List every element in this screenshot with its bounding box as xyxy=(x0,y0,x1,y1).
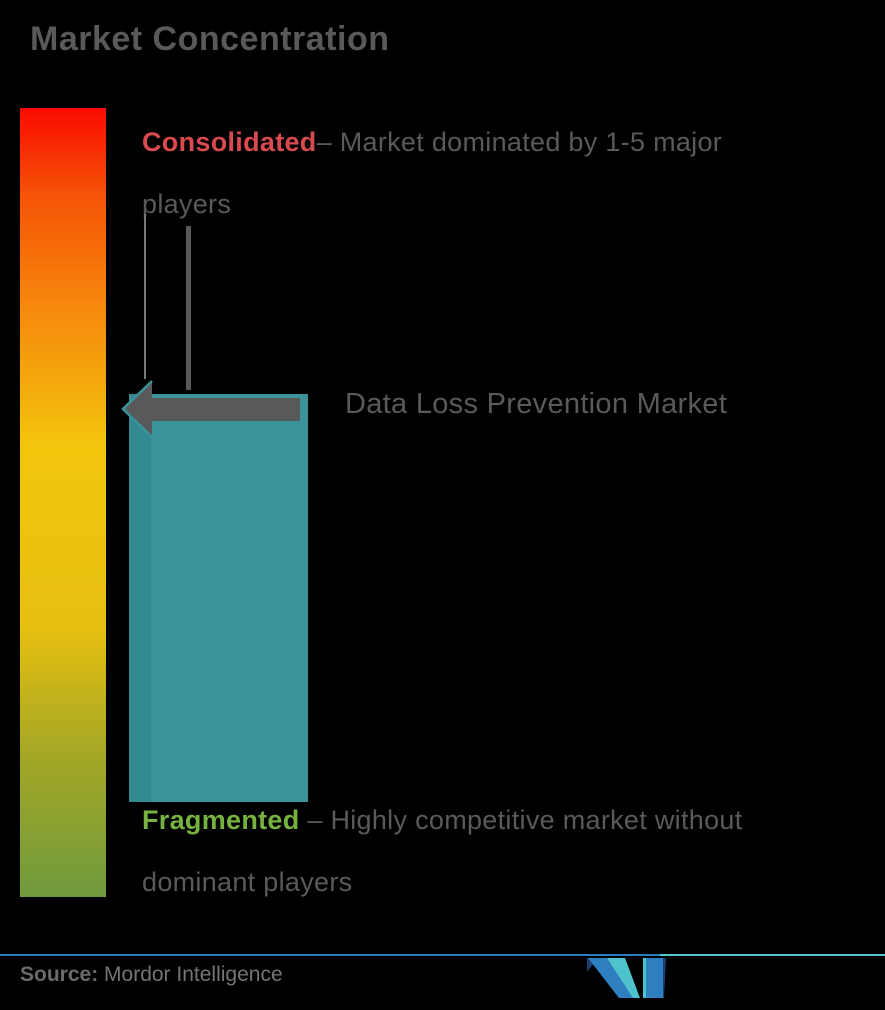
fragmented-line-2: dominant players xyxy=(142,867,353,897)
leader-line-thick xyxy=(186,226,191,390)
left-arrow-icon xyxy=(121,380,153,438)
left-arrow-tail xyxy=(148,398,300,421)
consolidated-label: Consolidated– Market dominated by 1-5 ma… xyxy=(142,111,842,235)
fragmented-term: Fragmented xyxy=(142,805,300,835)
consolidated-description-1: – Market dominated by 1-5 major xyxy=(316,127,723,157)
fragmented-description-1: – Highly competitive market without xyxy=(299,805,743,835)
page-title: Market Concentration xyxy=(30,20,390,58)
leader-line-thin xyxy=(144,214,146,379)
market-position-marker xyxy=(129,394,308,802)
concentration-gradient-scale xyxy=(20,108,106,897)
footer-divider-line xyxy=(0,954,885,956)
source-attribution: Source: Mordor Intelligence xyxy=(20,963,283,987)
market-name-label: Data Loss Prevention Market xyxy=(345,388,728,420)
consolidated-line-1: Consolidated– Market dominated by 1-5 ma… xyxy=(142,111,842,173)
consolidated-line-2: players xyxy=(142,189,232,219)
fragmented-label: Fragmented – Highly competitive market w… xyxy=(142,789,842,913)
consolidated-term: Consolidated xyxy=(142,127,317,157)
fragmented-line-1: Fragmented – Highly competitive market w… xyxy=(142,789,842,851)
source-label: Source: xyxy=(20,963,99,986)
marker-left-strip xyxy=(129,394,151,802)
source-value: Mordor Intelligence xyxy=(104,963,283,986)
mordor-intelligence-logo-icon xyxy=(587,958,666,998)
